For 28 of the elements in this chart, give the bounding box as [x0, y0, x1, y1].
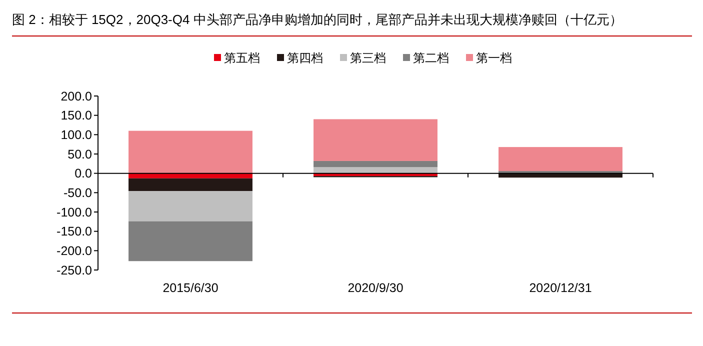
y-tick-label: 0.0 — [74, 166, 92, 181]
legend-label: 第一档 — [476, 51, 512, 65]
bar — [128, 130, 252, 174]
chart-title: 图 2：相较于 15Q2，20Q3-Q4 中头部产品净申购增加的同时，尾部产品并未出现大规模净赎回（十亿元） — [12, 12, 622, 27]
legend-label: 第四档 — [287, 51, 323, 65]
bar — [314, 119, 438, 161]
x-tick-label: 2020/9/30 — [348, 281, 404, 295]
legend-label: 第三档 — [350, 51, 386, 65]
y-tick-label: 200.0 — [60, 89, 92, 104]
y-tick-label: -200.0 — [56, 244, 92, 258]
y-tick-label: -150.0 — [56, 224, 92, 239]
y-tick-label: -50.0 — [64, 186, 92, 200]
legend-label: 第二档 — [413, 51, 449, 65]
bar — [314, 167, 438, 174]
bar — [128, 178, 252, 192]
y-tick-label: 150.0 — [60, 108, 92, 123]
y-tick-label: 50.0 — [68, 147, 92, 162]
y-tick-label: 100.0 — [60, 128, 92, 142]
y-tick-label: -250.0 — [56, 263, 92, 278]
x-tick-label: 2015/6/30 — [162, 281, 218, 295]
bar — [128, 221, 252, 262]
bar — [128, 173, 252, 178]
bar — [498, 147, 622, 172]
legend-label: 第五档 — [224, 51, 260, 65]
y-tick-label: -100.0 — [56, 205, 92, 220]
bar — [314, 160, 438, 168]
x-tick-label: 2020/12/31 — [529, 281, 592, 295]
bar — [128, 191, 252, 222]
